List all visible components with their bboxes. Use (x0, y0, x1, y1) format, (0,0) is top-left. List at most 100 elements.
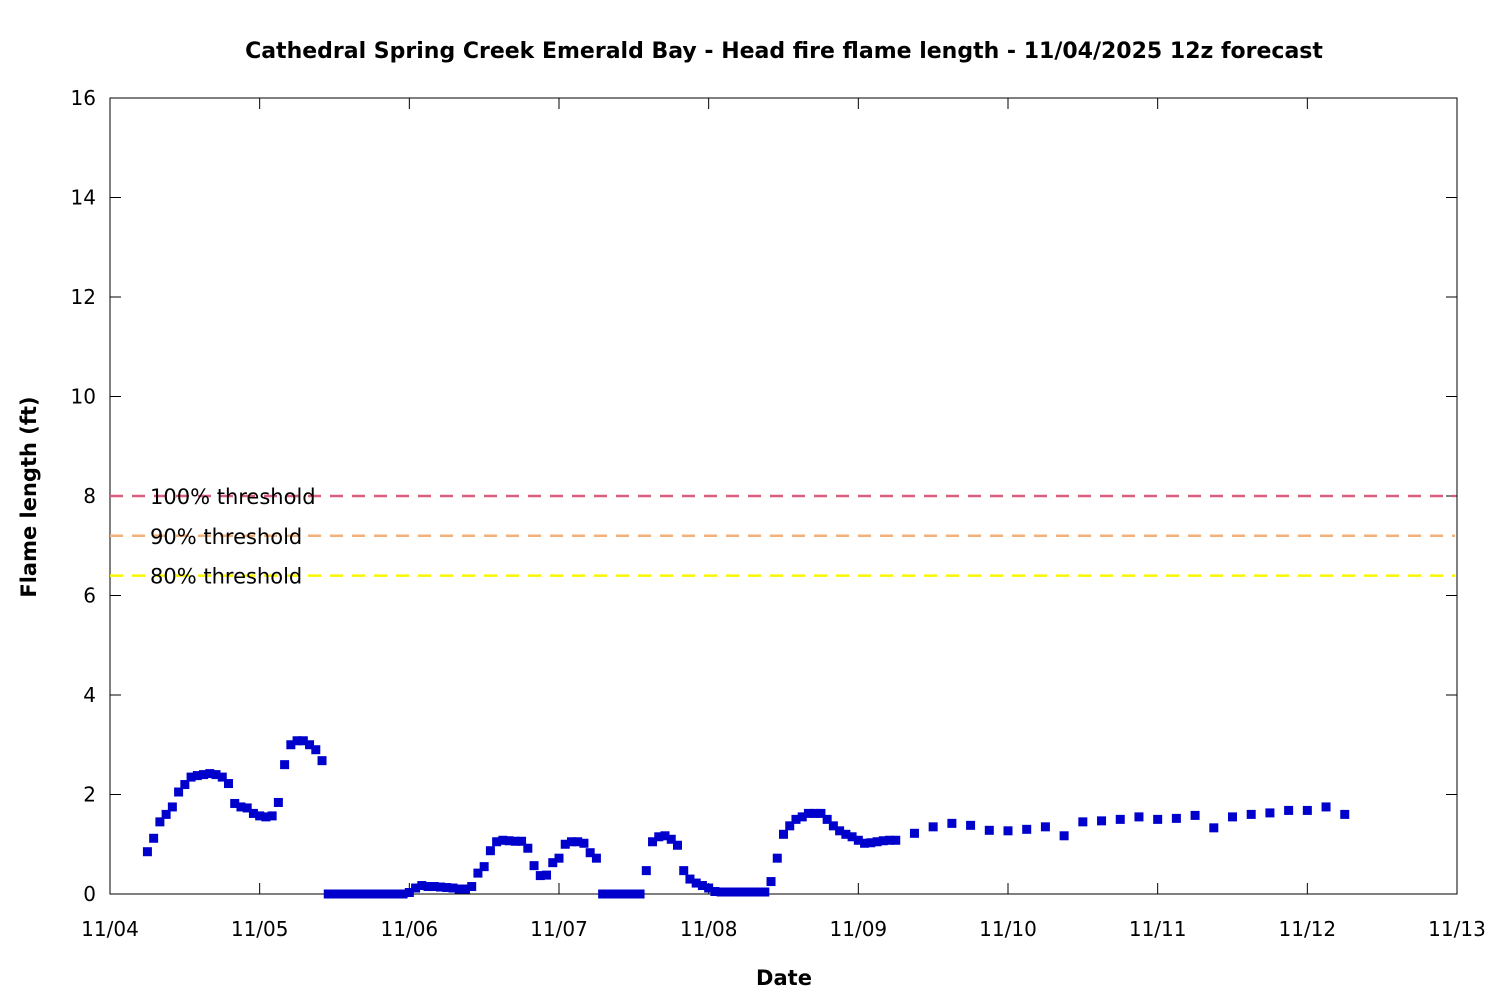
x-tick-label: 11/04 (81, 917, 139, 941)
data-point (1302, 805, 1312, 815)
data-point (542, 870, 552, 880)
data-point (330, 889, 339, 899)
data-point (273, 797, 283, 807)
data-point (735, 887, 745, 897)
data-point (766, 877, 776, 887)
data-point (654, 832, 664, 842)
data-point (747, 887, 757, 897)
data-point (267, 811, 277, 821)
data-point (610, 889, 620, 899)
data-point (1115, 814, 1125, 824)
data-point (217, 772, 227, 782)
data-point (891, 835, 901, 845)
data-point (423, 882, 433, 892)
data-point (629, 889, 639, 899)
data-point (186, 772, 196, 782)
y-tick-label: 6 (83, 584, 96, 608)
x-tick-label: 11/13 (1428, 917, 1486, 941)
data-point (816, 808, 826, 818)
data-point (336, 889, 346, 899)
data-point (1078, 817, 1088, 827)
data-point (966, 820, 976, 830)
data-point (685, 874, 695, 884)
data-point (492, 837, 502, 847)
x-axis: 11/04 11/05 11/06 11/07 11/08 11/09 11/10 11/11… (81, 98, 1486, 941)
y-tick-label: 12 (71, 285, 96, 309)
threshold-lines: 100% threshold 90% threshold 80% threshold (110, 485, 1455, 589)
data-point (1097, 816, 1107, 826)
data-point (1153, 814, 1163, 824)
data-point (598, 889, 608, 899)
data-point (517, 836, 527, 846)
data-point (623, 889, 633, 899)
data-point (604, 889, 614, 899)
data-point (1228, 812, 1237, 822)
data-point (1265, 808, 1275, 818)
data-point (878, 836, 888, 846)
data-point (442, 883, 452, 893)
data-point (498, 835, 508, 845)
data-point (648, 837, 658, 847)
x-tick-label: 11/05 (231, 917, 289, 941)
data-point (473, 868, 483, 878)
data-point (841, 829, 851, 839)
y-tick-label: 4 (83, 683, 96, 707)
x-axis-label: Date (756, 966, 812, 990)
y-axis: 0 2 4 6 8 10 12 14 16 (71, 86, 1457, 906)
data-point (311, 745, 321, 755)
data-point (791, 814, 801, 824)
data-point (479, 862, 489, 872)
data-point (392, 889, 402, 899)
data-point (710, 887, 720, 897)
data-point (255, 811, 265, 821)
data-point (167, 802, 177, 812)
data-point (716, 887, 726, 897)
data-point (485, 846, 495, 856)
x-tick-label: 11/08 (680, 917, 738, 941)
data-point (772, 853, 782, 863)
data-point (142, 847, 152, 857)
data-point (504, 836, 514, 846)
data-point (323, 889, 333, 899)
threshold-label: 100% threshold (150, 485, 316, 509)
data-point (1059, 831, 1069, 841)
data-point (510, 836, 520, 846)
data-point (785, 821, 795, 831)
x-tick-label: 11/12 (1279, 917, 1337, 941)
data-point (866, 838, 876, 848)
data-point (230, 798, 240, 808)
data-point (635, 889, 645, 899)
data-point (566, 837, 576, 847)
data-point (928, 822, 938, 832)
data-point (467, 882, 477, 892)
data-point (211, 770, 221, 780)
data-point (398, 889, 408, 899)
data-point (155, 817, 165, 827)
y-tick-label: 2 (83, 783, 96, 807)
data-point (348, 889, 358, 899)
y-tick-label: 16 (71, 86, 96, 110)
data-point (180, 780, 190, 790)
data-point (579, 838, 589, 848)
data-point (810, 808, 820, 818)
data-point (779, 829, 788, 839)
data-point (1134, 812, 1144, 822)
data-point (261, 812, 271, 822)
data-point (909, 828, 919, 838)
data-point (460, 884, 470, 894)
x-tick-label: 11/07 (530, 917, 588, 941)
data-point (286, 740, 296, 750)
data-point (835, 826, 845, 836)
data-point (691, 878, 701, 888)
data-point (641, 866, 651, 876)
x-tick-label: 11/11 (1129, 917, 1187, 941)
data-point (354, 889, 364, 899)
data-point (298, 736, 308, 746)
data-point (386, 889, 396, 899)
data-point (379, 889, 389, 899)
data-point (529, 861, 539, 871)
data-point (760, 887, 770, 897)
data-point (828, 821, 838, 831)
data-points (142, 736, 1350, 899)
